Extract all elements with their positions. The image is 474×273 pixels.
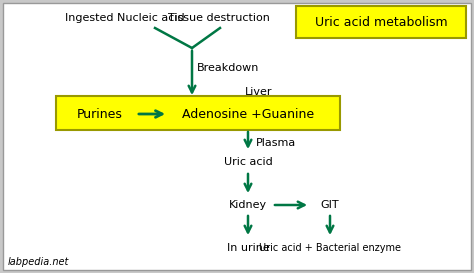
Text: Purines: Purines [77, 108, 123, 120]
Text: Uric acid + Bacterial enzyme: Uric acid + Bacterial enzyme [259, 243, 401, 253]
FancyBboxPatch shape [3, 3, 471, 270]
FancyBboxPatch shape [296, 6, 466, 38]
Text: Uric acid: Uric acid [224, 157, 273, 167]
Text: Plasma: Plasma [256, 138, 296, 148]
Text: In urine: In urine [227, 243, 269, 253]
Text: Ingested Nucleic acid: Ingested Nucleic acid [65, 13, 185, 23]
Text: labpedia.net: labpedia.net [8, 257, 69, 267]
Text: Uric acid metabolism: Uric acid metabolism [315, 16, 447, 29]
Text: GIT: GIT [321, 200, 339, 210]
Text: Tissue destruction: Tissue destruction [168, 13, 270, 23]
Text: Liver: Liver [245, 87, 273, 97]
Text: Breakdown: Breakdown [197, 63, 259, 73]
Text: Kidney: Kidney [229, 200, 267, 210]
Text: Adenosine +Guanine: Adenosine +Guanine [182, 108, 314, 120]
FancyBboxPatch shape [56, 96, 340, 130]
